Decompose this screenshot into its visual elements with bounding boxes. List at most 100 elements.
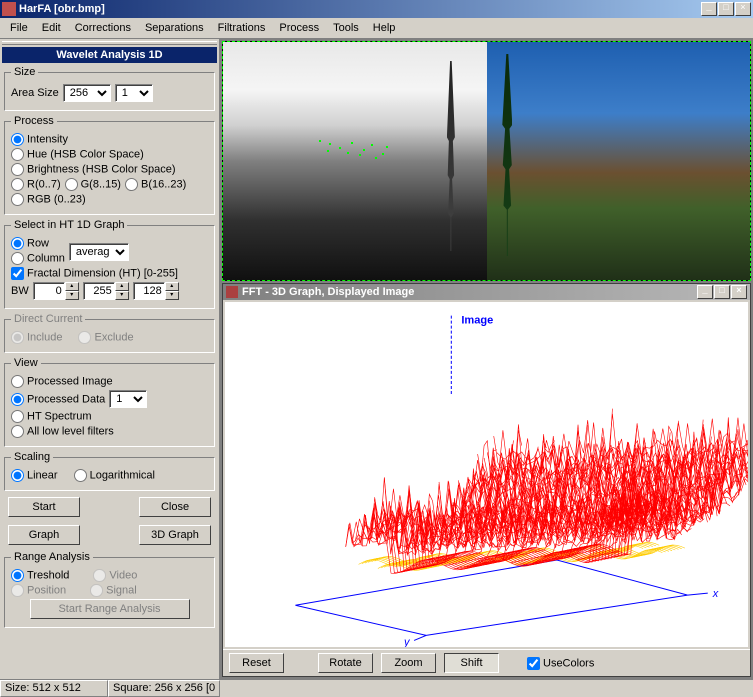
proc-data-select[interactable]: 1 xyxy=(109,390,147,408)
drag-handle[interactable] xyxy=(2,41,217,45)
process-group: Process Intensity Hue (HSB Color Space) … xyxy=(4,115,215,215)
select-ht-group: Select in HT 1D Graph Row Column average… xyxy=(4,219,215,309)
bw-mid-up[interactable]: ▴ xyxy=(165,282,179,291)
area-size-select[interactable]: 256 xyxy=(63,84,111,102)
area-size-label: Area Size xyxy=(11,87,59,99)
radio-proc-image[interactable]: Processed Image xyxy=(11,375,113,388)
radio-g[interactable]: G(8..15) xyxy=(65,178,121,191)
radio-video: Video xyxy=(93,569,137,582)
area-mult-select[interactable]: 1 xyxy=(115,84,153,102)
axis-x-label: x xyxy=(712,588,719,600)
menu-edit[interactable]: Edit xyxy=(36,20,67,36)
sub-app-icon xyxy=(226,286,238,298)
maximize-button[interactable]: □ xyxy=(718,2,734,16)
axis-y-label: y xyxy=(403,637,411,647)
size-legend: Size xyxy=(11,66,38,78)
left-panel: Wavelet Analysis 1D Size Area Size 256 1… xyxy=(0,39,220,679)
ht-mode-select[interactable]: average xyxy=(69,243,129,261)
radio-r[interactable]: R(0..7) xyxy=(11,178,61,191)
dc-group: Direct Current Include Exclude xyxy=(4,313,215,353)
radio-hue[interactable]: Hue (HSB Color Space) xyxy=(11,148,144,161)
sub-close-button[interactable]: × xyxy=(731,285,747,299)
sub-title-text: FFT - 3D Graph, Displayed Image xyxy=(242,286,697,298)
start-button[interactable]: Start xyxy=(8,497,80,517)
radio-all-low[interactable]: All low level filters xyxy=(11,425,114,438)
3dgraph-button[interactable]: 3D Graph xyxy=(139,525,211,545)
close-panel-button[interactable]: Close xyxy=(139,497,211,517)
view-legend: View xyxy=(11,357,41,369)
scaling-legend: Scaling xyxy=(11,451,53,463)
menu-tools[interactable]: Tools xyxy=(327,20,365,36)
green-overlay-dots xyxy=(315,137,394,166)
radio-exclude: Exclude xyxy=(78,331,133,344)
radio-linear[interactable]: Linear xyxy=(11,469,58,482)
radio-b[interactable]: B(16..23) xyxy=(125,178,186,191)
fft-subwindow: FFT - 3D Graph, Displayed Image _ □ × xyxy=(222,283,751,677)
radio-proc-data[interactable]: Processed Data xyxy=(11,393,105,406)
image-preview[interactable] xyxy=(222,41,751,281)
bw-low-input[interactable] xyxy=(33,282,65,300)
menu-file[interactable]: File xyxy=(4,20,34,36)
menu-separations[interactable]: Separations xyxy=(139,20,210,36)
radio-brightness[interactable]: Brightness (HSB Color Space) xyxy=(11,163,176,176)
range-legend: Range Analysis xyxy=(11,551,93,563)
bw-mid-input[interactable] xyxy=(133,282,165,300)
menubar: File Edit Corrections Separations Filtra… xyxy=(0,18,753,39)
status-size: Size: 512 x 512 xyxy=(0,680,108,697)
reset-button[interactable]: Reset xyxy=(229,653,284,673)
right-panel: FFT - 3D Graph, Displayed Image _ □ × xyxy=(220,39,753,679)
app-icon xyxy=(2,2,16,16)
menu-help[interactable]: Help xyxy=(367,20,402,36)
dc-legend: Direct Current xyxy=(11,313,85,325)
3d-graph-svg: Image x y xyxy=(225,302,748,647)
select-ht-legend: Select in HT 1D Graph xyxy=(11,219,127,231)
image-left-bw xyxy=(223,42,487,280)
start-range-button: Start Range Analysis xyxy=(30,599,190,619)
axis-z-label: Image xyxy=(461,315,493,327)
usecolors-checkbox[interactable]: UseColors xyxy=(527,657,594,670)
radio-column[interactable]: Column xyxy=(11,252,65,265)
radio-intensity[interactable]: Intensity xyxy=(11,133,68,146)
panel-title: Wavelet Analysis 1D xyxy=(2,47,217,63)
statusbar: Size: 512 x 512 Square: 256 x 256 [0 xyxy=(0,679,753,697)
graph-button[interactable]: Graph xyxy=(8,525,80,545)
bw-high-up[interactable]: ▴ xyxy=(115,282,129,291)
radio-log[interactable]: Logarithmical xyxy=(74,469,155,482)
sub-maximize-button[interactable]: □ xyxy=(714,285,730,299)
size-group: Size Area Size 256 1 xyxy=(4,66,215,111)
radio-position: Position xyxy=(11,584,66,597)
close-button[interactable]: × xyxy=(735,2,751,16)
check-fractal-dim[interactable]: Fractal Dimension (HT) [0-255] xyxy=(11,267,178,280)
bw-mid-down[interactable]: ▾ xyxy=(165,291,179,300)
process-legend: Process xyxy=(11,115,57,127)
graph-toolbar: Reset Rotate Zoom Shift UseColors xyxy=(223,649,750,676)
range-group: Range Analysis Treshold Video Position S… xyxy=(4,551,215,628)
bw-high-down[interactable]: ▾ xyxy=(115,291,129,300)
scaling-group: Scaling Linear Logarithmical xyxy=(4,451,215,491)
minimize-button[interactable]: _ xyxy=(701,2,717,16)
shift-button[interactable]: Shift xyxy=(444,653,499,673)
menu-filtrations[interactable]: Filtrations xyxy=(212,20,272,36)
menu-corrections[interactable]: Corrections xyxy=(69,20,137,36)
image-right-color xyxy=(487,42,751,280)
window-title: HarFA [obr.bmp] xyxy=(19,3,701,15)
radio-include: Include xyxy=(11,331,62,344)
radio-rgb[interactable]: RGB (0..23) xyxy=(11,193,86,206)
radio-treshold[interactable]: Treshold xyxy=(11,569,69,582)
rotate-button[interactable]: Rotate xyxy=(318,653,373,673)
sub-minimize-button[interactable]: _ xyxy=(697,285,713,299)
view-group: View Processed Image Processed Data 1 HT… xyxy=(4,357,215,447)
sub-titlebar: FFT - 3D Graph, Displayed Image _ □ × xyxy=(223,284,750,300)
zoom-button[interactable]: Zoom xyxy=(381,653,436,673)
main-titlebar: HarFA [obr.bmp] _ □ × xyxy=(0,0,753,18)
bw-high-input[interactable] xyxy=(83,282,115,300)
menu-process[interactable]: Process xyxy=(273,20,325,36)
radio-ht-spectrum[interactable]: HT Spectrum xyxy=(11,410,92,423)
radio-row[interactable]: Row xyxy=(11,237,65,250)
3d-graph-canvas[interactable]: Image x y xyxy=(225,302,748,647)
bw-low-up[interactable]: ▴ xyxy=(65,282,79,291)
radio-signal: Signal xyxy=(90,584,137,597)
status-square: Square: 256 x 256 [0 xyxy=(108,680,220,697)
bw-low-down[interactable]: ▾ xyxy=(65,291,79,300)
bw-label: BW xyxy=(11,285,29,297)
